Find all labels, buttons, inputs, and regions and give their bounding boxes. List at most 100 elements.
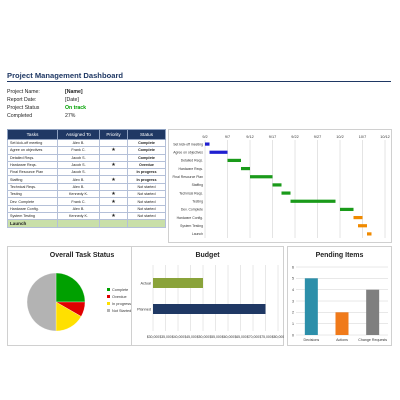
task-name: Detailed Reqs. (7, 153, 58, 162)
gantt-task-label: Agree on objectives (173, 151, 203, 155)
task-row[interactable]: Staffing Alex B. ★ In progress (7, 175, 166, 184)
budget-tick-label: $75,000 (259, 335, 271, 339)
pie-chart: Complete Overdue In progress Not Started (26, 272, 131, 332)
header-tasks[interactable]: Tasks (7, 129, 58, 140)
task-row[interactable]: Technical Reqs. Alex B. Not started (7, 182, 166, 192)
pending-category-label: Actions (336, 338, 348, 342)
task-row[interactable]: Detailed Reqs. Jacob S. Complete (7, 153, 166, 162)
gantt-bar (281, 191, 291, 195)
task-name: Hardware Config. (7, 204, 58, 213)
pie-legend-swatch (107, 309, 110, 312)
gantt-tick-label: 9/12 (246, 135, 253, 139)
task-assignee: Frank C. (57, 197, 100, 206)
pending-bar (304, 278, 318, 335)
task-assignee: Jacob S. (57, 168, 100, 177)
pending-tick-label: 2 (292, 311, 294, 315)
task-priority: ★ (99, 211, 128, 221)
task-assignee: Alex B. (57, 138, 100, 148)
task-name: Technical Reqs. (7, 182, 58, 192)
task-status: Not started (127, 190, 166, 199)
gantt-task-label: Hardware Reqs. (179, 167, 204, 171)
budget-tick-label: $30,000 (147, 335, 159, 339)
task-status: Overdue (127, 160, 166, 170)
task-row[interactable]: Set kick-off meeting Alex B. Complete (7, 138, 166, 148)
pie-legend-swatch (107, 288, 110, 291)
gantt-task-label: Technical Reqs. (179, 191, 203, 195)
task-assignee: Frank C. (57, 146, 100, 155)
budget-category-label: Actual (140, 281, 151, 285)
gantt-bar (340, 207, 354, 212)
task-table-body: Set kick-off meeting Alex B. Complete Agree… (7, 138, 166, 221)
task-priority (99, 153, 128, 162)
task-status: In progress (127, 175, 166, 184)
pending-tick-label: 3 (292, 299, 294, 303)
budget-tick-label: $50,000 (197, 335, 209, 339)
budget-bar (153, 304, 266, 314)
task-assignee: Kennedy K. (57, 190, 100, 199)
launch-cell (57, 219, 100, 229)
gantt-bar (367, 232, 372, 236)
task-table-header: Tasks Assigned To Priority Status (7, 129, 166, 140)
task-name: Agree on objectives (7, 146, 58, 155)
header-status[interactable]: Status (127, 129, 166, 140)
task-row[interactable]: Testing Kennedy K. ★ Not started (7, 190, 166, 199)
budget-category-label: Planned (137, 307, 151, 311)
gantt-tick-label: 9/7 (225, 135, 230, 139)
info-label: Completed (7, 113, 33, 119)
task-status: In progress (127, 168, 166, 177)
task-assignee: Kennedy K. (57, 211, 100, 221)
task-row[interactable]: Hardware Reqs. Jacob S. ★ Overdue (7, 160, 166, 170)
pie-legend-swatch (107, 302, 110, 305)
header-priority[interactable]: Priority (99, 129, 128, 140)
pie-legend-label: Overdue (112, 295, 127, 299)
budget-tick-label: $45,000 (184, 335, 196, 339)
budget-bar (153, 278, 203, 288)
priority-star-icon: ★ (111, 191, 116, 198)
pending-chart-title: Pending Items (315, 252, 364, 259)
task-row[interactable]: Final Resource Plan Jacob S. In progress (7, 168, 166, 177)
info-label: Project Name: (7, 89, 40, 95)
task-name: Staffing (7, 175, 58, 184)
gantt-bar (241, 166, 250, 171)
gantt-tick-label: 9/17 (269, 135, 276, 139)
task-row[interactable]: Dev. Complete Frank C. ★ Not started (7, 197, 166, 206)
task-name: System Testing (7, 211, 58, 221)
info-value: [Name] (65, 89, 83, 95)
task-status: Complete (127, 146, 166, 155)
gantt-tick-label: 10/7 (359, 135, 366, 139)
gantt-task-label: Launch (192, 232, 203, 236)
task-name: Hardware Reqs. (7, 160, 58, 170)
gantt-tick-label: 10/12 (380, 135, 390, 139)
task-status: Not started (127, 211, 166, 221)
task-assignee: Alex B. (57, 204, 100, 213)
page-title: Project Management Dashboard (7, 71, 124, 80)
pending-tick-label: 6 (292, 265, 294, 269)
header-assigned-to[interactable]: Assigned To (57, 129, 100, 140)
task-row[interactable]: Agree on objectives Frank C. ★ Complete (7, 146, 166, 155)
gantt-tick-label: 9/27 (314, 135, 321, 139)
task-row[interactable]: System Testing Kennedy K. ★ Not started (7, 211, 166, 221)
gantt-chart: 9/2 9/7 9/12 9/17 9/22 9/27 10/2 10/7 10/12 Set k… (172, 135, 390, 238)
pie-legend-label: In progress (112, 302, 131, 306)
task-status: Complete (127, 138, 166, 148)
info-completed: Completed 27% (7, 113, 127, 121)
gantt-bar (209, 150, 228, 154)
info-project-name: Project Name: [Name] (7, 89, 127, 97)
task-assignee: Jacob S. (57, 153, 100, 162)
launch-cell (99, 219, 128, 229)
gantt-task-label: Dev. Complete (181, 208, 203, 212)
pending-items-panel: Pending Items 0 1 2 3 4 5 6 Decisions Actions Cha… (287, 246, 392, 346)
pie-legend-label: Not Started (112, 309, 131, 313)
pending-items-chart: 0 1 2 3 4 5 6 Decisions Actions Change Requests (292, 265, 388, 342)
priority-star-icon: ★ (111, 213, 116, 220)
gantt-tick-label: 10/2 (336, 135, 343, 139)
info-label: Project Status (7, 105, 40, 111)
launch-label: Launch (7, 219, 58, 229)
pending-tick-label: 0 (292, 333, 294, 337)
info-project-status: Project Status On track (7, 105, 127, 113)
task-status: Complete (127, 153, 166, 162)
gantt-task-label: System Testing (180, 224, 203, 228)
gantt-bar (353, 215, 363, 220)
task-row[interactable]: Hardware Config. Alex B. Not started (7, 204, 166, 213)
pending-tick-label: 1 (292, 322, 294, 326)
